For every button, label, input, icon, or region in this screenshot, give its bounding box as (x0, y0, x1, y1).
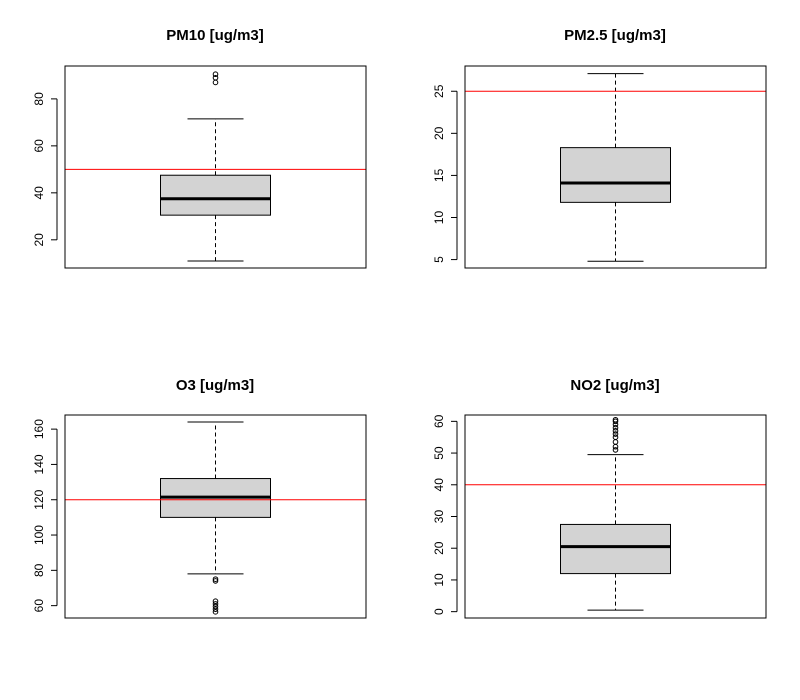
y-tick-label: 80 (32, 563, 46, 577)
outlier-point (612, 439, 619, 445)
outlier-point (212, 71, 219, 78)
y-tick-label: 20 (432, 541, 446, 555)
outlier-point (212, 74, 219, 81)
panel-pm25: PM2.5 [ug/m3] 5 10 15 20 25 (432, 27, 767, 269)
y-tick-label: 40 (32, 186, 46, 200)
iqr-box (560, 523, 671, 575)
y-tick-label: 25 (432, 84, 446, 98)
outlier-point (612, 434, 619, 441)
y-tick-label: 20 (32, 233, 46, 247)
y-tick-label: 60 (32, 599, 46, 613)
panel-title: NO2 [ug/m3] (570, 377, 659, 394)
outlier-point (212, 79, 219, 86)
iqr-box (160, 174, 271, 216)
outlier-point (212, 576, 219, 582)
y-tick-label: 50 (432, 446, 446, 460)
y-tick-label: 15 (432, 168, 446, 182)
y-tick-label: 5 (432, 256, 446, 263)
outlier-point (612, 424, 619, 431)
outlier-point (212, 601, 219, 607)
outlier-point (612, 443, 619, 450)
outlier-point (212, 603, 219, 610)
y-tick-label: 160 (32, 419, 46, 439)
y-tick-label: 120 (32, 489, 46, 509)
y-tick-label: 0 (432, 608, 446, 615)
y-tick-label: 10 (432, 573, 446, 587)
iqr-box (560, 147, 671, 203)
outlier-point (612, 428, 619, 434)
panel-title: O3 [ug/m3] (176, 377, 254, 394)
outlier-point (612, 447, 619, 453)
plot-frame (64, 65, 367, 269)
outlier-point (212, 578, 219, 584)
y-tick-label: 10 (432, 211, 446, 225)
y-tick-label: 60 (32, 139, 46, 153)
y-tick-label: 80 (32, 92, 46, 106)
outlier-point (612, 416, 619, 423)
y-tick-label: 20 (432, 126, 446, 140)
y-tick-label: 30 (432, 510, 446, 524)
y-tick-label: 60 (432, 414, 446, 428)
panel-o3: O3 [ug/m3] 60 80 100 120 140 160 (32, 377, 367, 619)
panel-title: PM10 [ug/m3] (166, 27, 264, 44)
y-tick-label: 140 (32, 454, 46, 474)
y-tick-label: 100 (32, 525, 46, 545)
plot-frame (64, 414, 367, 619)
outlier-point (212, 606, 219, 612)
outlier-point (212, 609, 219, 615)
outlier-point (612, 431, 619, 437)
plot-frame (464, 65, 767, 269)
panel-title: PM2.5 [ug/m3] (564, 27, 666, 44)
plot-frame (464, 414, 767, 619)
panel-no2: NO2 [ug/m3] 0 10 20 30 40 50 60 (432, 377, 767, 619)
y-tick-label: 40 (432, 478, 446, 492)
panel-pm10: PM10 [ug/m3] 20 40 60 80 (32, 27, 367, 269)
outlier-point (212, 598, 219, 605)
